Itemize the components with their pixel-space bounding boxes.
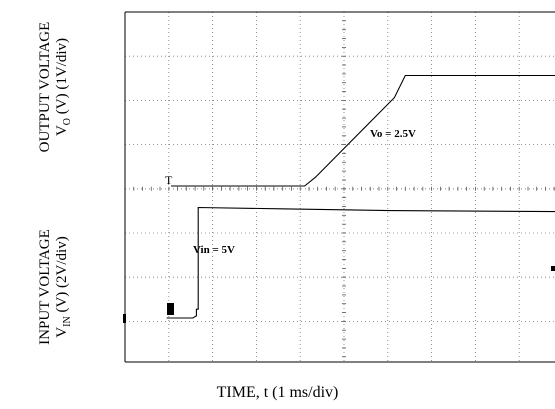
vo-annotation: Vo = 2.5V [370,128,416,140]
screen-edge-marker [551,266,555,271]
chart-grid [124,11,555,362]
vin-annotation: Vin = 5V [193,244,235,256]
input-ground-marker [123,314,126,323]
output-voltage-axis-units: VO (V) (1V/div) [54,37,73,137]
trigger-marker: T [165,173,173,187]
input-voltage-axis-units: VIN (V) (2V/div) [54,236,73,338]
output-voltage-trace [171,74,555,187]
input-voltage-trace [166,206,555,319]
output-voltage-axis-title: OUTPUT VOLTAGE [37,21,53,153]
input-step-edge-marker [167,303,174,315]
time-axis-label: TIME, t (1 ms/div) [216,384,339,401]
output-voltage-axis-label: OUTPUT VOLTAGE VO (V) (1V/div) [37,0,73,187]
input-voltage-axis-title: INPUT VOLTAGE [37,229,53,345]
input-voltage-axis-label: INPUT VOLTAGE VIN (V) (2V/div) [37,187,73,387]
